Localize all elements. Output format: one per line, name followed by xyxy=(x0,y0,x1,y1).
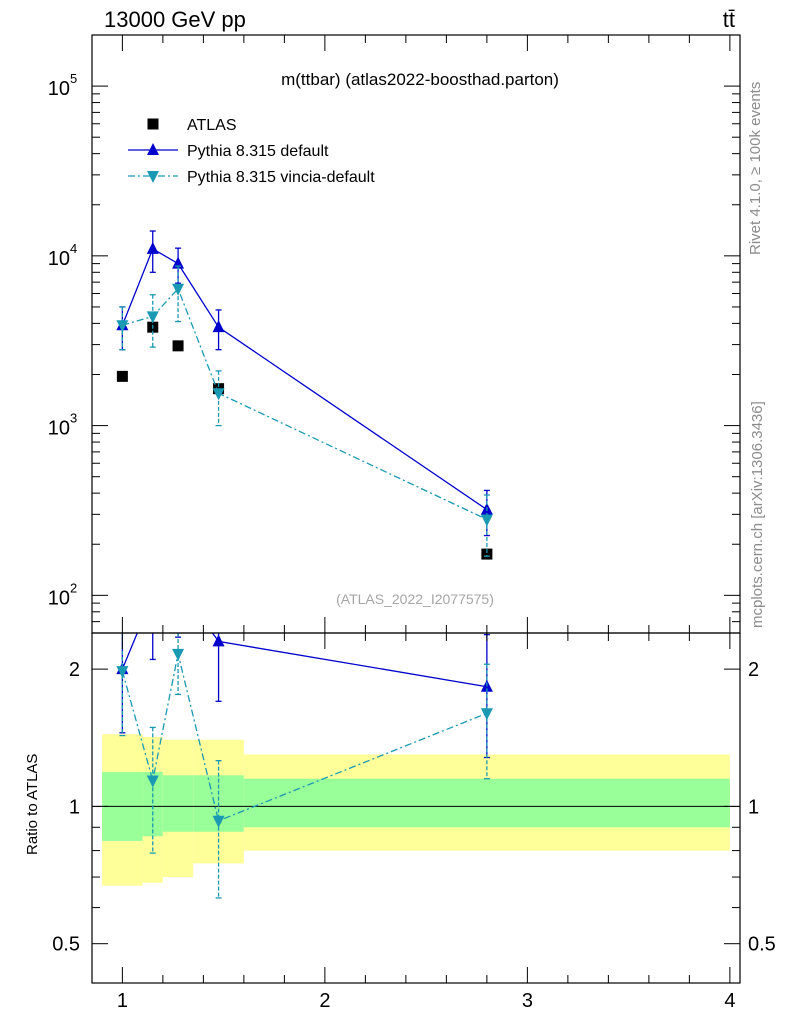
data-point-triangle-down xyxy=(116,666,129,679)
ratio-axis-label: Ratio to ATLAS xyxy=(24,754,41,855)
data-point-triangle-down xyxy=(480,514,493,527)
data-point-triangle-up xyxy=(146,241,159,254)
uncertainty-band-inner xyxy=(162,775,194,832)
y-tick-exponent: 2 xyxy=(70,580,77,595)
process-label: tt̄ xyxy=(723,7,735,32)
series-pythia-8-315-vincia-default xyxy=(116,265,493,557)
analysis-watermark: (ATLAS_2022_I2077575) xyxy=(336,591,494,607)
y-tick-label: 10 xyxy=(48,418,70,440)
y-tick-label-left: 1 xyxy=(69,796,80,818)
panel-frame xyxy=(91,632,741,984)
y-tick-exponent: 4 xyxy=(70,241,77,256)
series-pythia-8-315-default xyxy=(116,633,493,759)
y-tick-label: 10 xyxy=(48,587,70,609)
data-point-square xyxy=(116,370,128,382)
x-tick-label: 4 xyxy=(724,990,735,1012)
series-pythia-8-315-default xyxy=(116,230,493,537)
data-point-triangle-down xyxy=(212,388,225,401)
data-point-triangle-down xyxy=(116,320,129,333)
y-tick-label-left: 2 xyxy=(69,659,80,681)
mcplots-label: mcplots.cern.ch [arXiv:1306.3436] xyxy=(749,401,766,628)
y-tick-label: 10 xyxy=(48,78,70,100)
data-point-triangle-down xyxy=(147,171,159,183)
data-point-triangle-down xyxy=(172,283,185,296)
y-tick-label: 10 xyxy=(48,248,70,270)
series-line xyxy=(122,287,488,521)
legend-entry: ATLAS xyxy=(147,117,237,134)
y-tick-label-right: 0.5 xyxy=(748,934,776,956)
data-point-triangle-down xyxy=(480,708,493,721)
data-point-square xyxy=(481,548,493,560)
energy-label: 13000 GeV pp xyxy=(104,7,246,32)
y-tick-exponent: 5 xyxy=(70,71,77,86)
series-line xyxy=(121,633,487,688)
ratio-panel: 1 2 3 4 0.5 0.5 1 1 2 2 Ratio to ATLAS xyxy=(24,632,776,1012)
y-tick-label-right: 2 xyxy=(748,659,759,681)
series-pythia-8-315-vincia-default xyxy=(116,633,493,899)
data-point-square xyxy=(147,118,159,130)
legend-entry: Pythia 8.315 vincia-default xyxy=(128,169,375,186)
legend: ATLAS Pythia 8.315 default Pythia 8.315 vi… xyxy=(128,117,375,186)
series-atlas xyxy=(116,321,493,560)
y-tick-exponent: 3 xyxy=(70,411,77,426)
data-point-triangle-up xyxy=(212,320,225,333)
x-tick-label: 1 xyxy=(117,990,128,1012)
plot-title: m(ttbar) (atlas2022-boosthad.parton) xyxy=(281,70,559,89)
data-point-triangle-down xyxy=(212,815,225,828)
uncertainty-band-inner xyxy=(142,771,163,837)
data-point-triangle-down xyxy=(172,648,185,661)
legend-label: Pythia 8.315 vincia-default xyxy=(187,169,375,186)
rivet-version-label: Rivet 4.1.0, ≥ 100k events xyxy=(747,82,764,255)
uncertainty-band-inner xyxy=(243,778,730,828)
data-point-triangle-up xyxy=(147,143,159,155)
y-tick-label-left: 0.5 xyxy=(52,934,80,956)
legend-entry: Pythia 8.315 default xyxy=(128,143,329,160)
y-tick-label-right: 1 xyxy=(748,796,759,818)
data-point-triangle-up xyxy=(212,634,225,647)
data-point-triangle-down xyxy=(146,311,159,324)
x-tick-label: 2 xyxy=(319,990,330,1012)
legend-label: Pythia 8.315 default xyxy=(187,143,329,160)
data-point-square xyxy=(172,340,184,352)
x-tick-label: 3 xyxy=(522,990,533,1012)
data-point-triangle-down xyxy=(146,775,159,788)
legend-label: ATLAS xyxy=(187,117,237,134)
